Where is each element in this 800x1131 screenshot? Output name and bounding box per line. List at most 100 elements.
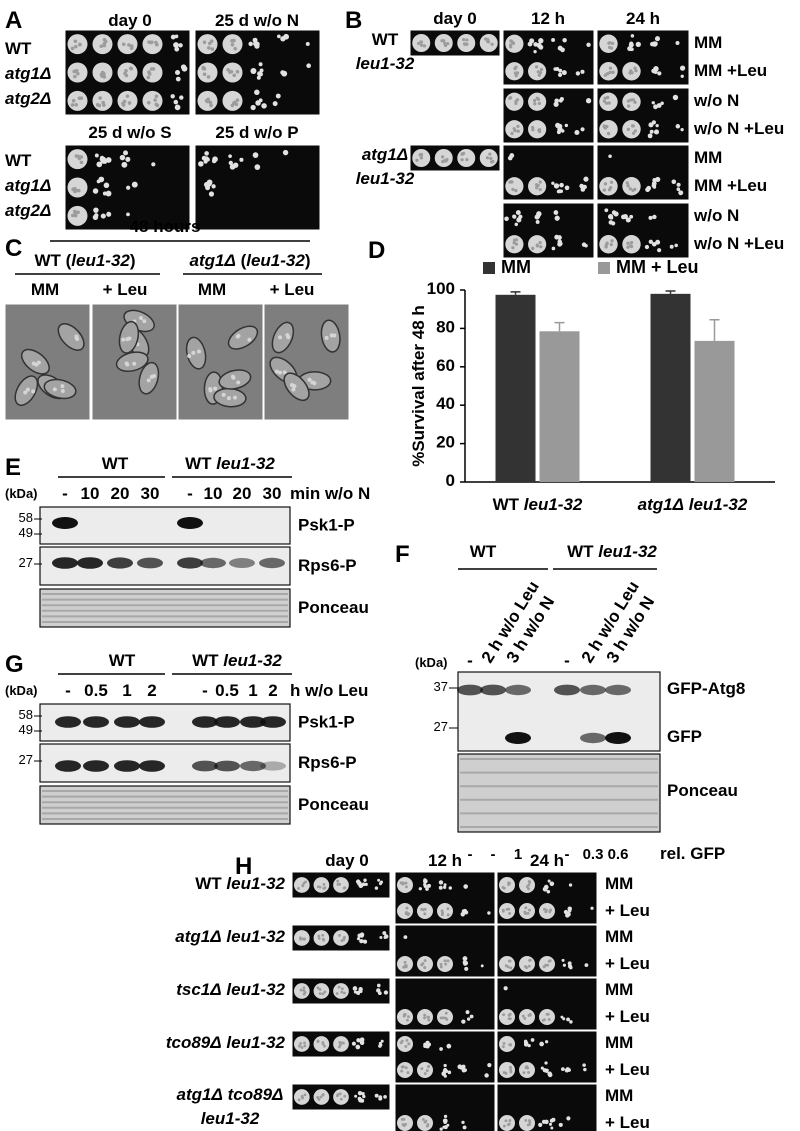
vacuole bbox=[149, 374, 154, 379]
colony-speck bbox=[537, 73, 541, 77]
colony bbox=[560, 1015, 564, 1019]
colony-speck bbox=[407, 1042, 411, 1046]
colony bbox=[254, 164, 261, 170]
text-run: 0.5 bbox=[84, 681, 108, 700]
colony-speck bbox=[210, 47, 215, 51]
colony-speck bbox=[443, 41, 447, 46]
colony-speck bbox=[509, 1068, 513, 1072]
colony bbox=[538, 38, 544, 44]
blot-label: Ponceau bbox=[298, 795, 369, 814]
colony-speck bbox=[336, 879, 340, 883]
colony-speck bbox=[321, 992, 325, 996]
marker-label: 37 bbox=[434, 679, 448, 694]
colony bbox=[357, 1091, 363, 1096]
strain-label: leu1-32 bbox=[201, 1109, 260, 1128]
condition-label: w/o N bbox=[693, 206, 739, 225]
colony-speck bbox=[102, 42, 107, 46]
colony bbox=[272, 101, 278, 107]
colony-speck bbox=[423, 959, 427, 962]
text-run: WT bbox=[185, 454, 216, 473]
colony bbox=[355, 1044, 361, 1050]
colony-spot bbox=[599, 177, 618, 196]
colony bbox=[565, 913, 570, 918]
text-run: MM bbox=[31, 280, 59, 299]
colony bbox=[439, 1047, 443, 1051]
colony-speck bbox=[338, 1092, 342, 1096]
colony-speck bbox=[508, 1119, 512, 1122]
panel-label: F bbox=[395, 541, 410, 568]
colony bbox=[542, 886, 548, 892]
colony-speck bbox=[70, 46, 75, 51]
blot-label: Rps6-P bbox=[298, 753, 357, 772]
colony-speck bbox=[402, 1124, 406, 1128]
colony bbox=[282, 149, 289, 156]
colony-speck bbox=[465, 157, 469, 162]
condition-label: w/o N +Leu bbox=[693, 234, 784, 253]
colony-speck bbox=[127, 101, 132, 105]
colony bbox=[443, 1063, 447, 1068]
text-run: (kDa) bbox=[5, 486, 38, 501]
colony-speck bbox=[78, 42, 82, 47]
colony bbox=[447, 1070, 452, 1075]
colony-speck bbox=[301, 884, 305, 888]
colony-speck bbox=[427, 1015, 430, 1019]
text-run: 27 bbox=[19, 752, 33, 767]
colony-speck bbox=[508, 1012, 512, 1016]
text-run: Rps6-P bbox=[298, 556, 357, 575]
colony bbox=[359, 938, 364, 944]
colony-spot bbox=[67, 90, 88, 111]
colony-speck bbox=[321, 1093, 325, 1096]
colony bbox=[679, 65, 686, 71]
lane-label: 1 bbox=[122, 681, 131, 700]
quant-value: 0.6 bbox=[608, 846, 629, 863]
colony-speck bbox=[420, 963, 424, 967]
colony-speck bbox=[323, 990, 327, 994]
colony-speck bbox=[465, 38, 469, 42]
text-run: Psk1-P bbox=[298, 713, 355, 732]
vacuole bbox=[196, 349, 201, 354]
legend-label: MM + Leu bbox=[616, 257, 699, 277]
colony-spot bbox=[67, 34, 88, 55]
colony bbox=[561, 70, 567, 76]
colony bbox=[446, 1043, 452, 1049]
colony-speck bbox=[76, 154, 81, 159]
colony bbox=[657, 248, 662, 253]
colony bbox=[383, 934, 389, 939]
band bbox=[200, 557, 226, 569]
colony-speck bbox=[510, 131, 514, 136]
y-tick-label: 0 bbox=[446, 471, 455, 490]
blot-label: Ponceau bbox=[298, 598, 369, 617]
colony-speck bbox=[537, 128, 542, 132]
colony bbox=[174, 104, 181, 111]
text-run: leu1-32 bbox=[598, 542, 657, 561]
colony bbox=[179, 95, 184, 100]
text-run: atg1Δ bbox=[5, 64, 51, 83]
colony bbox=[657, 71, 662, 76]
colony-speck bbox=[425, 1069, 429, 1073]
colony bbox=[131, 181, 138, 188]
band bbox=[457, 684, 483, 696]
colony bbox=[564, 123, 569, 128]
text-run: MM + Leu bbox=[616, 257, 699, 277]
colony-speck bbox=[523, 910, 527, 914]
colony bbox=[277, 34, 281, 39]
marker-label: 58 bbox=[19, 510, 33, 525]
text-run: 24 h bbox=[626, 9, 660, 28]
colony-speck bbox=[401, 1065, 405, 1069]
error-bar bbox=[554, 321, 565, 332]
colony-speck bbox=[303, 1093, 307, 1097]
colony bbox=[563, 909, 569, 915]
condition-label: w/o N +Leu bbox=[693, 119, 784, 138]
colony-speck bbox=[300, 1095, 304, 1099]
colony bbox=[206, 179, 213, 186]
vacuole bbox=[312, 381, 317, 386]
colony bbox=[359, 883, 363, 887]
colony-speck bbox=[631, 131, 636, 135]
condition-label: + Leu bbox=[605, 901, 650, 920]
vacuole bbox=[23, 390, 28, 395]
colony bbox=[656, 103, 662, 108]
colony-spot bbox=[293, 930, 310, 946]
colony bbox=[121, 161, 128, 168]
colony bbox=[621, 214, 626, 220]
vacuole bbox=[278, 335, 283, 340]
